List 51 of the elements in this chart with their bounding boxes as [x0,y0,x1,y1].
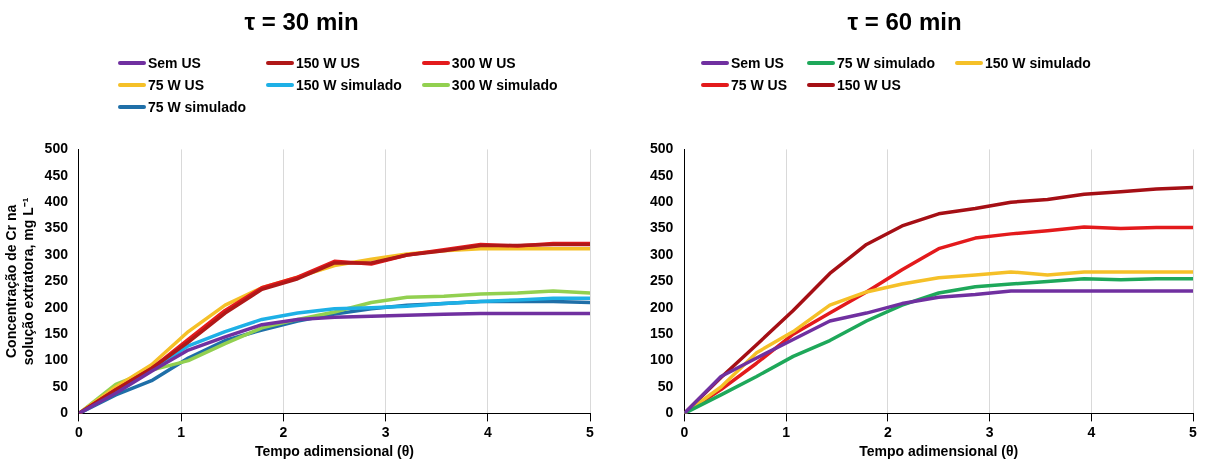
y-tick-label: 400 [44,193,69,210]
chart-title: τ = 60 min [846,8,963,36]
legend-label: Sem US [731,55,784,71]
legend-label: 150 W US [296,55,360,71]
y-tick-label: 350 [650,219,674,236]
y-tick-label: 500 [650,140,674,157]
y-tick-label: 150 [650,325,674,342]
legend-label: 75 W US [148,77,205,93]
legend-label: 150 W US [837,77,901,93]
y-tick-label: 200 [650,298,674,315]
x-tick-label: 5 [586,423,595,440]
legend-label: Sem US [148,55,201,71]
y-tick-label: 200 [44,298,69,315]
y-tick-label: 450 [44,166,69,183]
x-tick-label: 4 [1087,423,1096,440]
x-axis-title: Tempo adimensional (θ) [254,443,414,460]
y-tick-label: 150 [44,325,69,342]
y-tick-label: 50 [657,377,674,394]
y-tick-label: 300 [650,245,674,262]
legend-label: 300 W simulado [451,77,558,93]
x-tick-label: 4 [483,423,492,440]
y-axis-title: Concentração de Cr na solução extratora, mg L⁻¹ [3,197,37,366]
legend-label: 300 W US [451,55,516,71]
x-tick-label: 3 [381,423,390,440]
x-tick-label: 0 [75,423,84,440]
y-tick-label: 350 [44,219,69,236]
y-tick-label: 0 [60,404,69,421]
legend-label: 75 W simulado [148,99,247,115]
x-tick-label: 2 [279,423,288,440]
legend-label: 75 W simulado [837,55,936,71]
x-tick-label: 5 [1189,423,1198,440]
y-tick-label: 500 [44,140,69,157]
y-tick-label: 400 [650,193,674,210]
x-tick-label: 1 [177,423,186,440]
x-tick-label: 3 [985,423,994,440]
y-tick-label: 100 [650,351,674,368]
y-tick-label: 0 [665,404,674,421]
x-axis-title: Tempo adimensional (θ) [859,443,1019,460]
y-tick-label: 300 [44,245,69,262]
y-tick-label: 100 [44,351,69,368]
x-tick-label: 0 [680,423,689,440]
x-tick-label: 2 [883,423,892,440]
legend-label: 75 W US [731,77,788,93]
chart-title: τ = 30 min [243,8,360,36]
y-tick-label: 250 [650,272,674,289]
legend-label: 150 W simulado [985,55,1091,71]
legend-label: 150 W simulado [296,77,402,93]
y-tick-label: 450 [650,166,674,183]
x-tick-label: 1 [782,423,791,440]
y-tick-label: 250 [44,272,69,289]
y-tick-label: 50 [52,377,69,394]
